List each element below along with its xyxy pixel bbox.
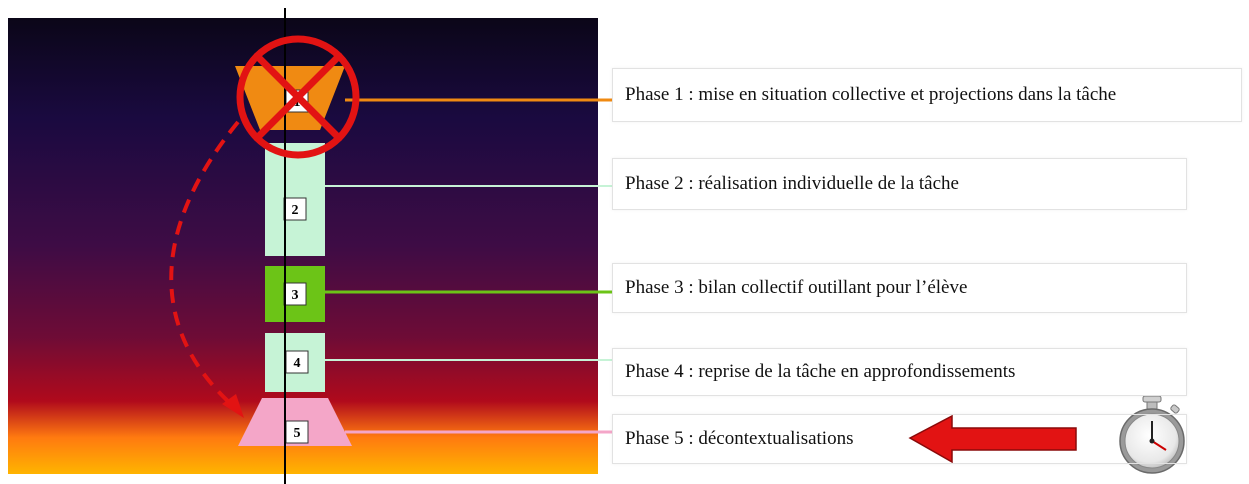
dashed-curved-arrow: [169, 120, 244, 418]
phase-1-label-box: Phase 1 : mise en situation collective e…: [612, 68, 1242, 122]
svg-text:2: 2: [292, 203, 299, 218]
phase-3-label-box: Phase 3 : bilan collectif outillant pour…: [612, 263, 1187, 313]
phase-5-label-box: Phase 5 : décontextualisations: [612, 414, 1187, 464]
red-left-arrow-icon: [908, 414, 1077, 464]
prohibition-circle-icon: [236, 35, 360, 159]
phase-1-label: Phase 1 : mise en situation collective e…: [625, 84, 1117, 105]
phase-number-2: 2: [283, 197, 307, 221]
svg-text:4: 4: [294, 356, 301, 371]
phase-number-4: 4: [285, 350, 309, 374]
svg-text:5: 5: [294, 426, 301, 441]
phase-2-label: Phase 2 : réalisation individuelle de la…: [625, 173, 959, 194]
phase-5-label: Phase 5 : décontextualisations: [625, 428, 854, 449]
phase-number-3: 3: [283, 282, 307, 306]
phase-2-label-box: Phase 2 : réalisation individuelle de la…: [612, 158, 1187, 210]
phase-4-label-box: Phase 4 : reprise de la tâche en approfo…: [612, 348, 1187, 396]
phase-4-label: Phase 4 : reprise de la tâche en approfo…: [625, 361, 1016, 382]
phase-number-5: 5: [285, 420, 309, 444]
svg-text:3: 3: [292, 288, 299, 303]
stopwatch-icon: [1119, 395, 1185, 474]
phase-3-label: Phase 3 : bilan collectif outillant pour…: [625, 277, 968, 298]
